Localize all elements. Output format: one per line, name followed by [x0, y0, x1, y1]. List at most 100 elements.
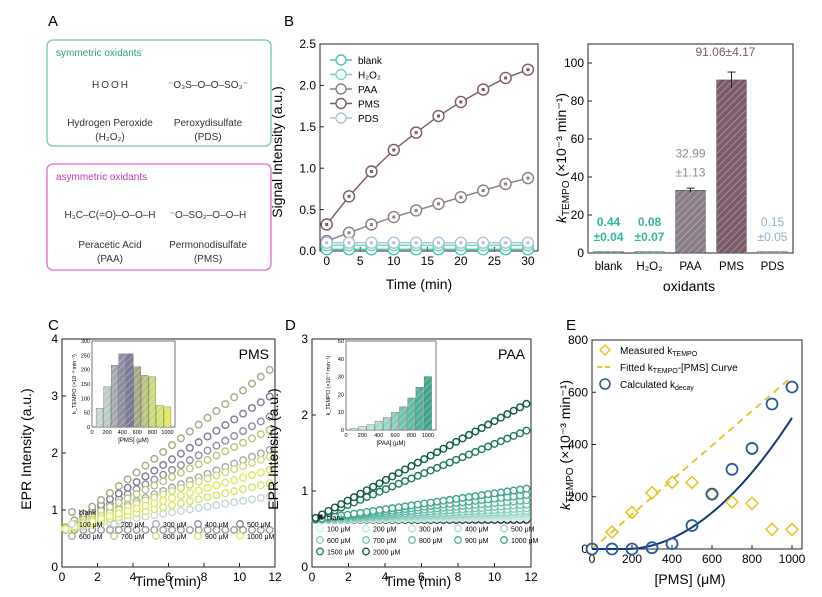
c-plot-legend-marker — [68, 532, 76, 540]
d-plot-point-11 — [394, 479, 403, 488]
c-plot-inset-bar-hatch — [133, 366, 141, 427]
b-left-legend-label: PAA — [358, 85, 378, 96]
d-plot-point-10 — [452, 494, 461, 503]
pms-abbr: (PMS) — [194, 254, 222, 265]
c-plot-point-10 — [141, 501, 150, 510]
c-plot-ytick-label: 3 — [51, 389, 58, 403]
d-plot-legend-label: 700 μM — [373, 538, 397, 545]
b-right-value-label: 32.99 — [675, 146, 705, 160]
c-plot-point-10 — [203, 483, 212, 492]
c-plot-point-6 — [212, 406, 221, 415]
c-plot-point-8 — [239, 461, 248, 470]
d-plot-point-12 — [464, 430, 473, 439]
c-plot-legend-label: 100 μM — [79, 522, 103, 529]
c-plot-point-0 — [221, 525, 230, 534]
b-left-point-4-center — [392, 241, 396, 245]
c-plot-point-1 — [230, 498, 239, 507]
d-plot-xtick-label: 2 — [345, 570, 352, 584]
c-plot-point-3 — [256, 449, 265, 458]
b-right-value-label: 91.06±4.17 — [696, 45, 756, 59]
b-right-error-label: ±0.07 — [635, 230, 665, 244]
pds-structure: ⁻O₃S–O–O–SO₃⁻ — [168, 80, 248, 91]
c-plot-point-9 — [247, 483, 256, 492]
c-plot-inset-bar-hatch — [141, 375, 149, 427]
c-plot-inset-ytick: 200 — [81, 368, 90, 374]
c-plot-point-0 — [239, 525, 248, 534]
c-plot-point-1 — [256, 494, 265, 503]
c-plot-inset-bar-hatch — [126, 353, 134, 427]
pms-structure: ⁻O–SO₂–O–O–H — [170, 210, 246, 221]
d-plot-inset-xtick: 400 — [374, 433, 383, 439]
c-plot-point-8 — [185, 480, 194, 489]
b-left-point-4-center — [369, 241, 373, 245]
c-plot-inset-xtick: 200 — [102, 430, 111, 436]
d-plot-legend-label: 1000 μM — [511, 538, 539, 545]
b-left-point-4-center — [459, 241, 463, 245]
b-right-category-label: PDS — [761, 261, 785, 273]
c-plot-inset-ytick: 0 — [87, 425, 90, 431]
c-plot-point-6 — [159, 447, 168, 456]
b-right-error-label: ±1.13 — [676, 165, 706, 179]
c-plot-point-10 — [265, 465, 274, 474]
c-plot-point-4 — [212, 441, 221, 450]
d-plot-point-10 — [381, 505, 390, 514]
c-plot-point-5 — [185, 443, 194, 452]
b-left-ytick-label: 0.0 — [299, 244, 316, 258]
panel-e-label: E — [566, 317, 576, 334]
b-left-point-3-center — [481, 88, 485, 92]
c-plot-point-5 — [239, 409, 248, 418]
e-measured-point — [644, 485, 660, 500]
e-ylabel: kTEMPO (×10⁻³ min⁻¹) — [557, 380, 576, 510]
d-plot-point-12 — [509, 406, 518, 415]
d-plot-legend-label: 400 μM — [465, 527, 489, 534]
d-plot-point-12 — [362, 486, 371, 495]
c-plot-point-9 — [265, 479, 274, 488]
c-plot-point-6 — [185, 427, 194, 436]
d-plot-point-11 — [388, 482, 397, 491]
c-plot-inset-bar-hatch — [118, 353, 126, 427]
d-plot-xtick-label: 10 — [488, 570, 502, 584]
e-xtick-label: 800 — [742, 552, 762, 566]
e-calculated-curve — [592, 417, 793, 550]
c-plot-point-9 — [176, 499, 185, 508]
c-plot-point-7 — [114, 498, 123, 507]
b-left-point-3-center — [369, 170, 373, 174]
d-plot-legend-label: 600 μM — [327, 538, 351, 545]
d-plot-point-12 — [369, 482, 378, 491]
e-calculated-point — [765, 397, 779, 411]
b-left-xtick-label: 20 — [454, 254, 468, 268]
d-plot-legend-marker — [408, 536, 416, 544]
c-plot-point-9 — [212, 491, 221, 500]
d-plot-point-11 — [413, 471, 422, 480]
e-measured-point — [744, 496, 760, 511]
c-plot-title: PMS — [239, 346, 269, 362]
d-plot-point-10 — [362, 507, 371, 516]
d-plot-point-10 — [516, 485, 525, 494]
d-plot-inset-bar-hatch — [424, 376, 432, 430]
symmetric-oxidants-box — [46, 39, 272, 147]
c-plot-point-5 — [247, 403, 256, 412]
e-ytick-label: 200 — [568, 490, 588, 504]
d-plot-point-12 — [330, 503, 339, 512]
d-plot-point-12 — [343, 496, 352, 505]
d-plot-point-11 — [503, 434, 512, 443]
c-plot-point-8 — [247, 458, 256, 467]
b-left-xtick-label: 30 — [521, 254, 535, 268]
d-plot-inset-ytick: 20 — [338, 392, 344, 398]
b-left-legend-label: blank — [358, 56, 383, 67]
d-plot-legend-marker — [317, 514, 323, 520]
c-plot-point-1 — [185, 505, 194, 514]
c-plot-point-7 — [194, 460, 203, 469]
b-left-ytick-label: 0.5 — [299, 203, 316, 217]
d-plot-legend-label: 2000 μM — [373, 550, 401, 557]
d-plot-point-12 — [375, 479, 384, 488]
e-fitted-line — [591, 375, 793, 550]
c-plot-xtick-label: 0 — [59, 570, 66, 584]
c-plot-ytick-label: 2 — [51, 446, 58, 460]
c-plot-legend-marker — [194, 520, 202, 528]
d-plot-point-10 — [401, 502, 410, 511]
c-plot-point-10 — [168, 494, 177, 503]
c-plot-point-10 — [61, 524, 70, 533]
e-calculated-point — [785, 380, 799, 394]
